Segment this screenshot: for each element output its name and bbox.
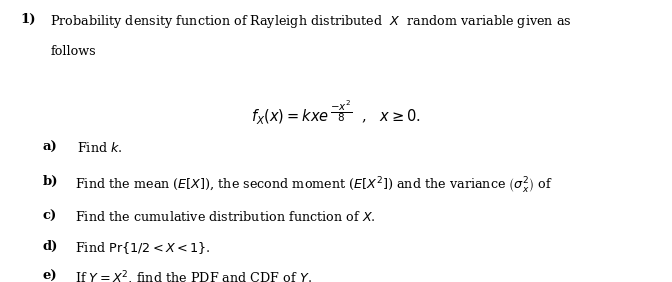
Text: Probability density function of Rayleigh distributed  $X$  random variable given: Probability density function of Rayleigh… [42,13,572,30]
Text: $f_X(x) = kxe^{\,\dfrac{-x^2}{8}}$  ,   $x\geq 0$.: $f_X(x) = kxe^{\,\dfrac{-x^2}{8}}$ , $x\… [251,99,421,126]
Text: follows: follows [50,45,96,58]
Text: d): d) [42,240,58,253]
Text: Find the mean ($E[X]$), the second moment ($E[X^2]$) and the variance $\left(\si: Find the mean ($E[X]$), the second momen… [67,175,553,195]
Text: Find the cumulative distribution function of $X$.: Find the cumulative distribution functio… [67,210,376,224]
Text: c): c) [42,210,56,223]
Text: If $Y = X^2$, find the PDF and CDF of $Y$.: If $Y = X^2$, find the PDF and CDF of $Y… [67,270,312,282]
Text: b): b) [42,175,58,188]
Text: 1): 1) [20,13,36,26]
Text: Find $\mathrm{Pr}\left\{1/2 < X < 1\right\}$.: Find $\mathrm{Pr}\left\{1/2 < X < 1\righ… [67,240,211,256]
Text: e): e) [42,270,57,282]
Text: a): a) [42,141,57,154]
Text: Find $k$.: Find $k$. [69,141,123,155]
